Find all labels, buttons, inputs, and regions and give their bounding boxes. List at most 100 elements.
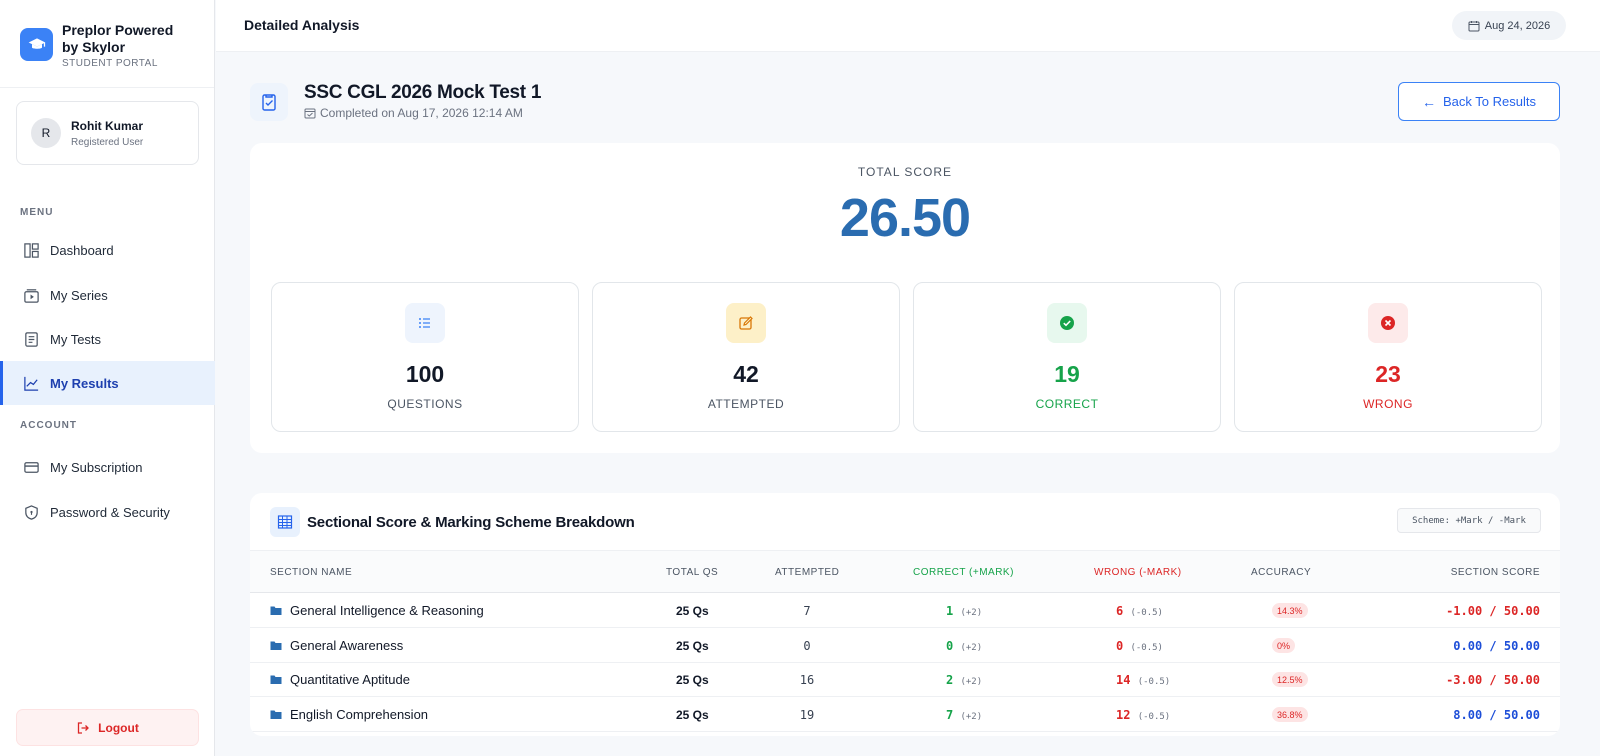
scheme-badge: Scheme: +Mark / -Mark bbox=[1397, 508, 1541, 533]
total-qs: 25 Qs bbox=[676, 708, 709, 722]
correct-mark: (+2) bbox=[960, 643, 983, 653]
accuracy-badge: 0% bbox=[1272, 638, 1296, 653]
graduation-cap-icon bbox=[20, 28, 53, 61]
folder-icon bbox=[270, 675, 282, 684]
section-name-cell: General Awareness bbox=[270, 638, 403, 653]
sidebar-item-label: My Tests bbox=[50, 331, 102, 347]
test-title: SSC CGL 2026 Mock Test 1 bbox=[304, 82, 542, 103]
wrong-count: 0 bbox=[1116, 639, 1124, 653]
col-section-score: SECTION SCORE bbox=[1450, 567, 1540, 578]
table-row[interactable]: English Comprehension 25 Qs 19 7 (+2) 12 (-0… bbox=[250, 697, 1560, 732]
sidebar-item-my-subscription[interactable]: My Subscription bbox=[0, 445, 215, 489]
wrong-mark: (-0.5) bbox=[1130, 608, 1163, 618]
correct-count: 2 bbox=[946, 673, 954, 687]
results-chart-icon bbox=[24, 376, 39, 391]
sidebar-item-label: Dashboard bbox=[50, 242, 114, 258]
section-score: -1.00 / 50.00 bbox=[1446, 604, 1540, 618]
correct-mark: (+2) bbox=[960, 608, 983, 618]
folder-icon bbox=[270, 606, 282, 615]
sidebar-item-password-security[interactable]: Password & Security bbox=[0, 490, 215, 534]
table-icon bbox=[270, 507, 300, 537]
correct-cell: 2 (+2) bbox=[946, 673, 982, 687]
stat-wrong: 23 WRONG bbox=[1234, 282, 1542, 432]
wrong-count: 6 bbox=[1116, 604, 1124, 618]
sidebar-item-my-results[interactable]: My Results bbox=[0, 361, 215, 405]
date-pill: Aug 24, 2026 bbox=[1452, 11, 1566, 40]
accuracy-badge: 12.5% bbox=[1272, 672, 1308, 687]
section-name: General Awareness bbox=[290, 638, 404, 653]
list-icon bbox=[405, 303, 445, 343]
wrong-count: 14 bbox=[1116, 673, 1131, 687]
table-row[interactable]: General Intelligence & Reasoning 25 Qs 7 1 … bbox=[250, 593, 1560, 628]
completed-text: Completed on Aug 17, 2026 12:14 AM bbox=[320, 106, 523, 120]
check-circle-icon bbox=[1047, 303, 1087, 343]
stat-value: 23 bbox=[1375, 361, 1401, 387]
table-row[interactable]: General Awareness 25 Qs 0 0 (+2) 0 (-0.5) 0% 0… bbox=[250, 628, 1560, 663]
calendar-icon bbox=[1468, 20, 1480, 31]
logout-button[interactable]: Logout bbox=[16, 709, 199, 746]
stat-value: 19 bbox=[1054, 361, 1080, 387]
correct-cell: 7 (+2) bbox=[946, 708, 982, 722]
total-score-label: TOTAL SCORE bbox=[857, 165, 953, 179]
sidebar-item-label: My Subscription bbox=[50, 459, 143, 475]
sectional-breakdown-card: Sectional Score & Marking Scheme Breakdo… bbox=[250, 493, 1560, 736]
back-to-results-button[interactable]: ← Back To Results bbox=[1398, 82, 1560, 121]
brand-subtitle: STUDENT PORTAL bbox=[62, 58, 158, 69]
user-role: Registered User bbox=[71, 136, 144, 148]
score-card: TOTAL SCORE 26.50 100 QUESTIONS 42 ATTEM… bbox=[250, 143, 1560, 453]
section-name-cell: English Comprehension bbox=[270, 707, 428, 722]
user-name: Rohit Kumar bbox=[71, 118, 143, 133]
total-qs: 25 Qs bbox=[676, 639, 709, 653]
sidebar-item-label: My Series bbox=[50, 287, 108, 303]
sidebar-item-label: My Results bbox=[50, 375, 119, 391]
stat-label: WRONG bbox=[1363, 397, 1413, 411]
breakdown-title: Sectional Score & Marking Scheme Breakdo… bbox=[307, 514, 635, 531]
correct-cell: 0 (+2) bbox=[946, 639, 982, 653]
brand[interactable]: Preplor Powered by Skylor STUDENT PORTAL bbox=[0, 0, 214, 88]
account-heading: ACCOUNT bbox=[20, 420, 77, 431]
col-attempted: ATTEMPTED bbox=[775, 567, 840, 578]
stat-label: ATTEMPTED bbox=[707, 397, 785, 411]
correct-count: 1 bbox=[946, 604, 954, 618]
section-name-cell: Quantitative Aptitude bbox=[270, 672, 410, 687]
sidebar-item-my-series[interactable]: My Series bbox=[0, 273, 215, 317]
correct-mark: (+2) bbox=[960, 712, 983, 722]
col-accuracy: ACCURACY bbox=[1251, 567, 1312, 578]
correct-cell: 1 (+2) bbox=[946, 604, 982, 618]
sidebar: Preplor Powered by Skylor STUDENT PORTAL… bbox=[0, 0, 215, 756]
current-date: Aug 24, 2026 bbox=[1484, 19, 1551, 32]
avatar: R bbox=[31, 118, 61, 148]
correct-count: 7 bbox=[946, 708, 954, 722]
logout-icon bbox=[78, 721, 90, 734]
sidebar-item-dashboard[interactable]: Dashboard bbox=[0, 228, 215, 272]
arrow-left-icon: ← bbox=[1422, 93, 1437, 110]
section-name: Quantitative Aptitude bbox=[290, 672, 410, 687]
table-header: SECTION NAME TOTAL QS ATTEMPTED CORRECT … bbox=[250, 550, 1560, 593]
stat-questions: 100 QUESTIONS bbox=[271, 282, 579, 432]
stat-correct: 19 CORRECT bbox=[913, 282, 1221, 432]
wrong-cell: 0 (-0.5) bbox=[1116, 639, 1163, 653]
section-score: -3.00 / 50.00 bbox=[1446, 673, 1540, 687]
series-icon bbox=[24, 288, 39, 303]
table-row[interactable]: Quantitative Aptitude 25 Qs 16 2 (+2) 14 (-0… bbox=[250, 662, 1560, 697]
total-score-value: 26.50 bbox=[839, 188, 971, 248]
sidebar-item-my-tests[interactable]: My Tests bbox=[0, 317, 215, 361]
stat-value: 100 bbox=[405, 361, 445, 387]
folder-icon bbox=[270, 641, 282, 650]
section-score: 0.00 / 50.00 bbox=[1453, 639, 1540, 653]
wrong-cell: 14 (-0.5) bbox=[1116, 673, 1170, 687]
user-card[interactable]: R Rohit Kumar Registered User bbox=[16, 101, 199, 165]
brand-title: Preplor Powered by Skylor bbox=[62, 22, 174, 55]
tests-icon bbox=[25, 331, 38, 347]
credit-card-icon bbox=[24, 461, 39, 473]
wrong-mark: (-0.5) bbox=[1130, 643, 1163, 653]
stat-value: 42 bbox=[733, 361, 759, 387]
attempted-count: 0 bbox=[803, 639, 811, 653]
col-wrong: WRONG (-MARK) bbox=[1094, 567, 1182, 578]
section-name-cell: General Intelligence & Reasoning bbox=[270, 603, 484, 618]
stat-label: CORRECT bbox=[1035, 397, 1099, 411]
wrong-mark: (-0.5) bbox=[1137, 677, 1171, 687]
wrong-count: 12 bbox=[1116, 708, 1131, 722]
col-total-qs: TOTAL QS bbox=[666, 567, 719, 578]
top-bar: Detailed Analysis Aug 24, 2026 bbox=[216, 0, 1600, 52]
